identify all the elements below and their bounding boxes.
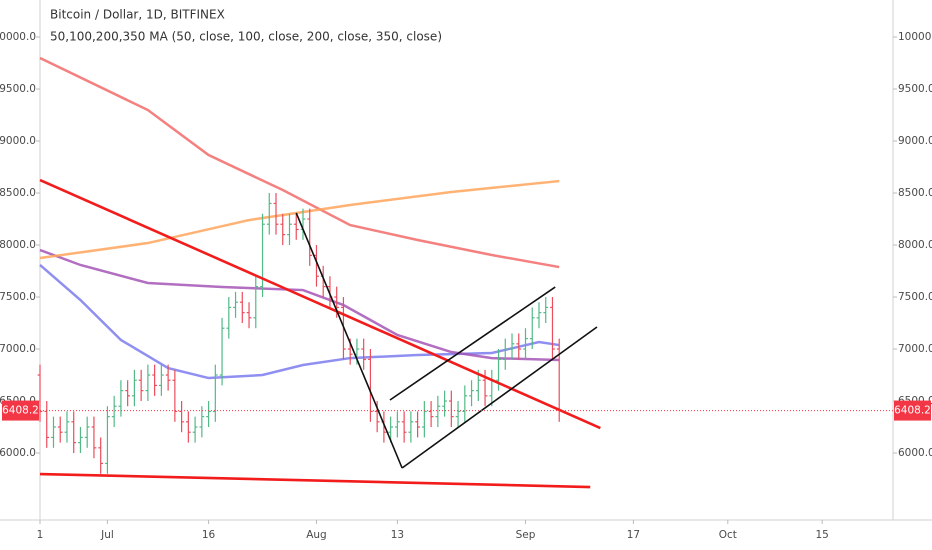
y-tick-label-right: 8500.0 (898, 187, 932, 199)
y-tick-label-right: 8000.0 (898, 239, 932, 251)
last-price-label-right: 6408.2 (894, 405, 931, 417)
y-tick-label: 6000.0 (0, 447, 36, 459)
y-tick-label: 7000.0 (0, 343, 36, 355)
y-tick-label: 8000.0 (0, 239, 36, 251)
x-tick-label: 1 (37, 529, 44, 541)
x-tick-label: 16 (202, 529, 216, 541)
y-tick-label-right: 7500.0 (898, 291, 932, 303)
moving-average (39, 56, 560, 269)
y-tick-label: 7500.0 (0, 291, 36, 303)
trend-line (389, 286, 556, 401)
trend-line (295, 212, 403, 469)
indicator-label: 50,100,200,350 MA (50, close, 100, close… (50, 30, 442, 44)
x-tick-label: Aug (306, 529, 327, 541)
moving-average (39, 248, 560, 362)
last-price-box-right (894, 400, 931, 421)
trend-line (39, 178, 601, 430)
y-tick-label-right: 9000.0 (898, 135, 932, 147)
y-tick-label: 8500.0 (0, 187, 36, 199)
y-tick-label-right: 6000.0 (898, 447, 932, 459)
y-tick-label: 9000.0 (0, 135, 36, 147)
x-tick-label: 17 (627, 529, 640, 541)
y-tick-label-right: 10000.0 (898, 31, 932, 43)
trend-line (39, 472, 591, 489)
last-price-label: 6408.2 (2, 405, 39, 417)
x-tick-label: Sep (516, 529, 536, 541)
moving-average (39, 179, 560, 260)
y-tick-label-right: 9500.0 (898, 83, 932, 95)
x-tick-label: Jul (100, 529, 114, 541)
y-tick-label-right: 7000.0 (898, 343, 932, 355)
last-price-box (2, 400, 39, 421)
trend-line (401, 326, 598, 469)
x-tick-label: 13 (391, 529, 404, 541)
y-tick-label: 10000.0 (0, 31, 36, 43)
y-tick-label: 9500.0 (0, 83, 36, 95)
x-tick-label: 15 (816, 529, 829, 541)
symbol-title: Bitcoin / Dollar, 1D, BITFINEX (50, 8, 225, 22)
x-tick-label: Oct (719, 529, 737, 541)
moving-average (39, 264, 560, 380)
